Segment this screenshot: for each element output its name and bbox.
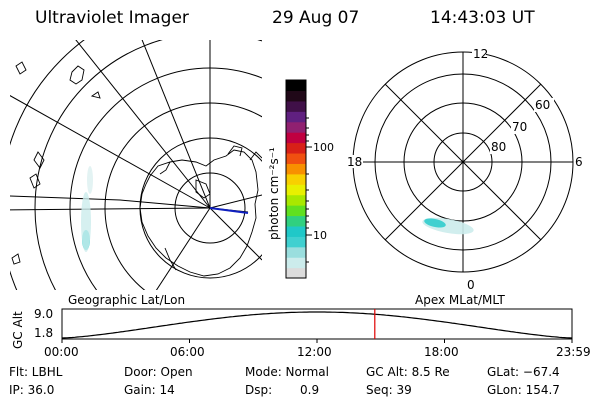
orbit-ytick-9: 9.0 <box>34 307 53 321</box>
colorbar-band <box>286 236 306 248</box>
colorbar-band <box>286 132 306 144</box>
australia-nz-coastline <box>11 61 101 265</box>
orbit-x-ticks <box>61 339 573 343</box>
date-label: 29 Aug 07 <box>272 8 360 28</box>
dsp-value: 0.9 <box>300 383 320 397</box>
antarctica-coastline <box>139 145 262 277</box>
mlat-label-70: 70 <box>512 120 527 134</box>
colorbar-unit-label: photon cm⁻²s⁻¹ <box>267 147 281 240</box>
meridians <box>10 40 262 290</box>
colorbar-band <box>286 225 306 237</box>
satellite-track <box>209 207 249 214</box>
seq-info: Seq: 39 <box>366 383 412 397</box>
mlat-label-60: 60 <box>535 98 550 112</box>
colorbar-ticks <box>306 117 312 263</box>
gc-alt-info: GC Alt: 8.5 Re <box>366 365 450 379</box>
dsp-label: Dsp: <box>245 383 273 397</box>
orbit-plot-frame <box>61 308 573 340</box>
mlt-label-12: 12 <box>473 47 488 61</box>
gain-info: Gain: 14 <box>124 383 175 397</box>
orbit-ylabel: GC Alt <box>11 311 25 349</box>
orbit-altitude-plot <box>61 308 573 343</box>
mlt-label-6: 6 <box>575 155 583 169</box>
colorbar-band <box>286 205 306 217</box>
geographic-map <box>10 40 262 290</box>
magnetic-polar-plot <box>352 51 574 273</box>
colorbar <box>286 80 306 279</box>
mlat-label-80: 80 <box>491 140 506 154</box>
colorbar-band <box>286 152 306 164</box>
altitude-curve <box>61 311 573 339</box>
time-label: 14:43:03 UT <box>430 8 535 28</box>
colorbar-band <box>286 184 306 196</box>
orbit-xtick-2359: 23:59 <box>556 345 591 359</box>
colorbar-band <box>286 267 306 279</box>
filter-info: Flt: LBHL <box>9 365 63 379</box>
magnetic-map-label: Apex MLat/MLT <box>415 293 505 307</box>
colorbar-band <box>286 111 306 123</box>
mlt-label-18: 18 <box>347 155 362 169</box>
mode-info: Mode: Normal <box>245 365 329 379</box>
colorbar-band <box>286 257 306 269</box>
instrument-title: Ultraviolet Imager <box>35 8 189 28</box>
glon-info: GLon: 154.7 <box>487 383 560 397</box>
colorbar-frame <box>285 79 307 279</box>
colorbar-tick-10: 10 <box>313 229 327 242</box>
colorbar-band <box>286 80 306 92</box>
colorbar-band <box>286 121 306 133</box>
colorbar-band <box>286 100 306 112</box>
colorbar-band <box>286 215 306 227</box>
colorbar-band <box>286 246 306 258</box>
orbit-xtick-1200: 12:00 <box>297 345 332 359</box>
colorbar-tick-100: 100 <box>313 141 334 154</box>
colorbar-band <box>286 194 306 206</box>
mlt-label-0: 0 <box>467 278 475 292</box>
orbit-xtick-0600: 06:00 <box>170 345 205 359</box>
orbit-ytick-1.8: 1.8 <box>34 326 53 340</box>
orbit-xtick-1800: 18:00 <box>424 345 459 359</box>
glat-info: GLat: −67.4 <box>487 365 560 379</box>
door-info: Door: Open <box>124 365 193 379</box>
aurora-emission-left <box>81 166 93 252</box>
colorbar-band <box>286 173 306 185</box>
geographic-map-label: Geographic Lat/Lon <box>68 293 185 307</box>
aurora-emission-right <box>422 217 474 235</box>
orbit-xtick-0000: 00:00 <box>44 345 79 359</box>
colorbar-band <box>286 163 306 175</box>
colorbar-band <box>286 90 306 102</box>
ip-info: IP: 36.0 <box>9 383 55 397</box>
colorbar-band <box>286 142 306 154</box>
